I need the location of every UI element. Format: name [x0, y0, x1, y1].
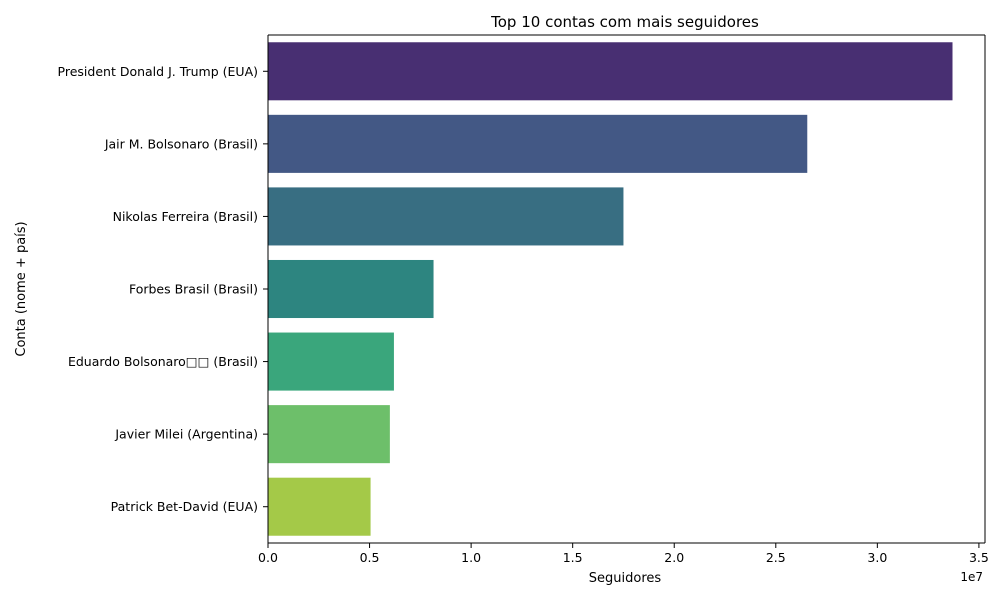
x-tick-label: 3.5 [969, 550, 989, 565]
y-tick-label: Nikolas Ferreira (Brasil) [113, 209, 258, 224]
y-tick-label: Jair M. Bolsonaro (Brasil) [104, 136, 258, 151]
chart-title: Top 10 contas com mais seguidores [490, 13, 759, 31]
bar [268, 477, 371, 536]
axes-spines [267, 34, 986, 544]
y-tick-label: President Donald J. Trump (EUA) [58, 64, 258, 79]
bar [268, 332, 394, 391]
y-tick-label: Forbes Brasil (Brasil) [129, 282, 258, 297]
x-axis-label: Seguidores [589, 571, 662, 586]
y-axis-label: Conta (nome + país) [14, 221, 29, 356]
x-tick-label: 1.0 [461, 550, 481, 565]
y-tick-label: Eduardo Bolsonaro□□ (Brasil) [68, 354, 258, 369]
x-axis-offset-text: 1e7 [960, 570, 983, 584]
bar [268, 114, 808, 173]
bar [268, 405, 390, 464]
x-tick-label: 1.5 [563, 550, 583, 565]
bar [268, 259, 434, 319]
bars-layer [268, 42, 953, 536]
bar [268, 42, 953, 101]
y-tick-label: Patrick Bet-David (EUA) [111, 499, 258, 514]
x-tick-label: 3.0 [867, 550, 887, 565]
x-tick-label: 0.5 [360, 550, 380, 565]
x-tick-label: 2.0 [664, 550, 684, 565]
bar [268, 187, 624, 246]
y-tick-label: Javier Milei (Argentina) [114, 427, 258, 442]
x-tick-label: 0.0 [258, 550, 278, 565]
x-tick-label: 2.5 [766, 550, 786, 565]
ticks-layer: President Donald J. Trump (EUA) Jair M. B… [58, 64, 989, 565]
